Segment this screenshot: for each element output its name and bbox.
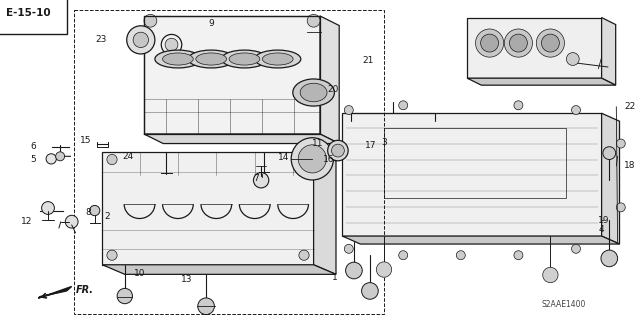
Circle shape <box>307 14 320 27</box>
Circle shape <box>107 250 117 260</box>
Circle shape <box>514 251 523 260</box>
Text: 20: 20 <box>328 85 339 94</box>
Circle shape <box>536 29 564 57</box>
Circle shape <box>456 251 465 260</box>
Ellipse shape <box>221 50 268 68</box>
Circle shape <box>253 173 269 188</box>
Polygon shape <box>144 16 320 134</box>
Ellipse shape <box>293 79 335 106</box>
Text: 2: 2 <box>104 212 110 221</box>
Circle shape <box>344 106 353 115</box>
Circle shape <box>541 34 559 52</box>
Polygon shape <box>144 134 339 144</box>
Circle shape <box>514 101 523 110</box>
Circle shape <box>42 202 54 214</box>
Polygon shape <box>314 152 336 274</box>
Text: 23: 23 <box>95 35 107 44</box>
Circle shape <box>616 203 625 212</box>
Text: 22: 22 <box>624 102 636 111</box>
Text: 1: 1 <box>332 273 337 282</box>
Polygon shape <box>602 113 620 244</box>
Circle shape <box>509 34 527 52</box>
Text: 4: 4 <box>598 225 604 234</box>
Text: 11: 11 <box>312 139 323 148</box>
Text: 24: 24 <box>122 152 133 161</box>
Ellipse shape <box>229 53 260 65</box>
Circle shape <box>46 154 56 164</box>
Circle shape <box>572 244 580 253</box>
Text: 15: 15 <box>80 136 92 145</box>
Circle shape <box>572 106 580 115</box>
Circle shape <box>165 38 178 51</box>
Ellipse shape <box>163 53 193 65</box>
Bar <box>74 10 384 314</box>
Text: S2AAE1400: S2AAE1400 <box>541 300 586 309</box>
Text: 18: 18 <box>624 161 636 170</box>
Circle shape <box>616 139 625 148</box>
Text: 10: 10 <box>134 269 145 278</box>
Text: 8: 8 <box>85 208 91 217</box>
Circle shape <box>291 138 333 180</box>
Polygon shape <box>320 16 339 144</box>
Ellipse shape <box>196 53 227 65</box>
Ellipse shape <box>300 83 327 102</box>
Circle shape <box>133 32 148 48</box>
Text: FR.: FR. <box>76 285 93 295</box>
Circle shape <box>90 205 100 216</box>
Circle shape <box>299 154 309 165</box>
Ellipse shape <box>255 50 301 68</box>
Bar <box>384 128 566 198</box>
Circle shape <box>65 215 78 228</box>
Polygon shape <box>467 78 616 85</box>
Circle shape <box>127 26 155 54</box>
Text: 6: 6 <box>31 142 36 151</box>
Circle shape <box>346 262 362 279</box>
Text: 5: 5 <box>31 155 36 164</box>
Circle shape <box>117 288 132 304</box>
Circle shape <box>476 29 504 57</box>
Text: 17: 17 <box>365 141 376 150</box>
Circle shape <box>566 53 579 65</box>
Circle shape <box>603 147 616 160</box>
Text: 16: 16 <box>323 155 335 164</box>
Polygon shape <box>102 152 314 265</box>
FancyArrowPatch shape <box>42 289 68 298</box>
Circle shape <box>362 283 378 299</box>
Circle shape <box>56 152 65 161</box>
Text: 14: 14 <box>278 153 290 162</box>
Circle shape <box>298 145 326 173</box>
Circle shape <box>144 14 157 27</box>
Polygon shape <box>102 265 336 274</box>
Circle shape <box>198 298 214 315</box>
Circle shape <box>543 267 558 283</box>
Text: 3: 3 <box>381 138 387 147</box>
Circle shape <box>601 250 618 267</box>
Bar <box>467 18 602 78</box>
Ellipse shape <box>188 50 234 68</box>
Ellipse shape <box>262 53 293 65</box>
Polygon shape <box>38 286 72 298</box>
Circle shape <box>107 154 117 165</box>
Text: 21: 21 <box>362 56 374 65</box>
Circle shape <box>299 250 309 260</box>
Circle shape <box>332 144 344 157</box>
Circle shape <box>399 101 408 110</box>
Circle shape <box>481 34 499 52</box>
Circle shape <box>344 244 353 253</box>
Circle shape <box>328 140 348 161</box>
Text: 9: 9 <box>208 19 214 28</box>
Ellipse shape <box>155 50 201 68</box>
Polygon shape <box>602 18 616 85</box>
Text: 19: 19 <box>598 216 610 225</box>
Text: 12: 12 <box>20 217 32 226</box>
Text: 7: 7 <box>253 174 259 183</box>
Polygon shape <box>342 236 620 244</box>
Polygon shape <box>342 113 602 236</box>
Circle shape <box>376 262 392 277</box>
Circle shape <box>504 29 532 57</box>
Text: E-15-10: E-15-10 <box>6 8 51 18</box>
Circle shape <box>399 251 408 260</box>
Text: 13: 13 <box>180 275 192 284</box>
